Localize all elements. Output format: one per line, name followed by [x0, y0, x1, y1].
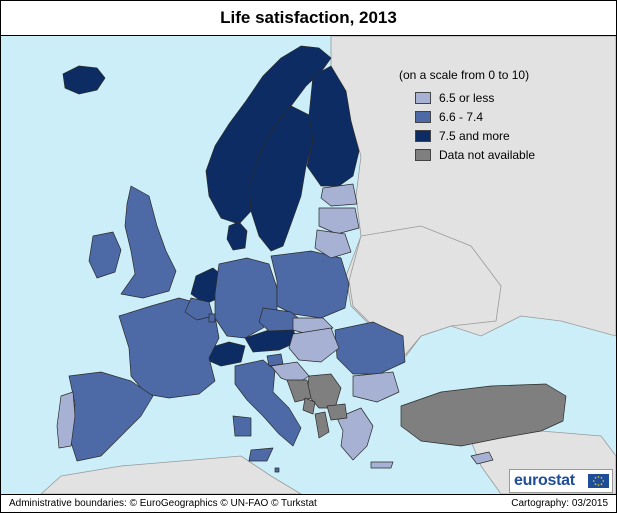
region-greece — [336, 407, 394, 469]
legend-swatch-high — [415, 129, 431, 142]
legend-swatch-mid — [415, 110, 431, 123]
region-united-kingdom — [120, 185, 177, 299]
legend-item-na: Data not available — [399, 145, 535, 164]
legend-label-low: 6.5 or less — [439, 90, 495, 105]
eurostat-logo: eurostat — [509, 469, 613, 493]
legend-item-low: 6.5 or less — [399, 88, 535, 107]
region-turkey — [400, 383, 567, 447]
region-cyprus — [470, 451, 494, 465]
region-montenegro — [302, 397, 316, 415]
legend-label-high: 7.5 and more — [439, 128, 510, 143]
eurostat-logo-text: eurostat — [514, 472, 575, 489]
legend-item-mid: 6.6 - 7.4 — [399, 107, 535, 126]
legend-label-mid: 6.6 - 7.4 — [439, 109, 484, 124]
legend-swatch-low — [415, 91, 431, 104]
map-area: (on a scale from 0 to 10) 6.5 or less 6.… — [1, 36, 616, 494]
north-africa-land — [40, 455, 302, 494]
region-latvia — [318, 207, 360, 235]
eu-flag-icon — [588, 474, 609, 488]
footer-cartography: Cartography: 03/2015 — [511, 498, 608, 509]
region-france — [118, 297, 220, 399]
title-bar: Life satisfaction, 2013 — [1, 1, 616, 36]
map-legend: (on a scale from 0 to 10) 6.5 or less 6.… — [399, 68, 535, 164]
belarus-ukraine-land — [348, 225, 502, 355]
region-denmark — [226, 221, 248, 251]
region-malta — [274, 467, 280, 473]
region-belgium — [184, 297, 214, 321]
region-iceland — [62, 65, 106, 95]
region-bosnia — [286, 379, 312, 403]
region-ireland — [88, 231, 122, 279]
footer-copyright: Administrative boundaries: © EuroGeograp… — [9, 498, 317, 509]
region-romania — [334, 321, 406, 375]
legend-item-high: 7.5 and more — [399, 126, 535, 145]
region-luxembourg — [208, 313, 216, 323]
map-title: Life satisfaction, 2013 — [220, 8, 397, 27]
region-north-macedonia — [326, 403, 348, 421]
region-portugal — [56, 391, 76, 449]
region-hungary — [288, 327, 340, 363]
region-lithuania — [314, 229, 352, 259]
legend-swatch-na — [415, 148, 431, 161]
region-estonia — [320, 183, 358, 207]
region-finland — [306, 65, 360, 187]
region-bulgaria — [352, 371, 400, 403]
region-poland — [270, 250, 350, 319]
region-albania — [314, 411, 330, 439]
legend-label-na: Data not available — [439, 147, 536, 162]
legend-title: (on a scale from 0 to 10) — [399, 68, 530, 82]
footer: Administrative boundaries: © EuroGeograp… — [1, 494, 616, 512]
europe-map — [40, 36, 616, 494]
